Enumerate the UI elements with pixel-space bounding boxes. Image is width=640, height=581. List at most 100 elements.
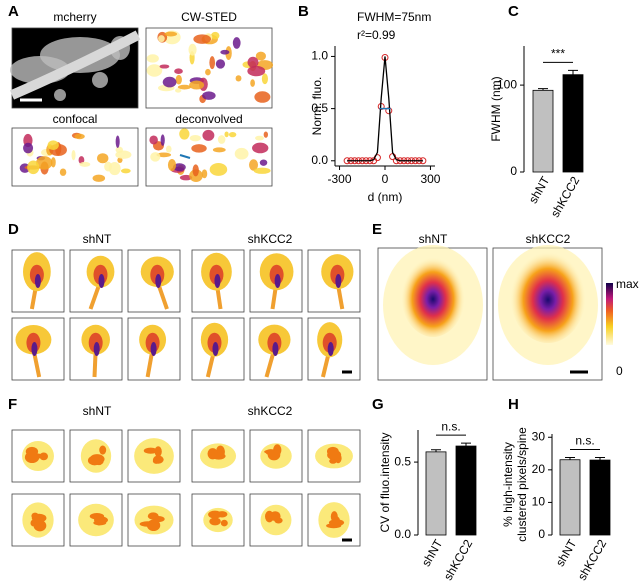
image-core xyxy=(214,274,221,288)
y-tick-label: 10 xyxy=(532,495,546,509)
image-cluster xyxy=(139,521,156,527)
image-blob xyxy=(165,145,172,153)
image-blob xyxy=(261,73,268,85)
image-cluster xyxy=(154,446,162,457)
image-blob xyxy=(202,91,216,100)
image-blob xyxy=(191,144,207,153)
colorbar-label: max xyxy=(616,277,639,291)
y-axis-label: CV of fluo.intensity xyxy=(378,432,392,532)
error-bar xyxy=(538,88,548,91)
image-blob xyxy=(175,74,182,85)
image-blob xyxy=(209,162,228,176)
y-tick-label: 0.5 xyxy=(311,101,328,115)
image-blob xyxy=(177,84,192,90)
image-cluster xyxy=(216,445,225,455)
image-cluster xyxy=(25,446,39,457)
image-blob xyxy=(189,80,205,90)
image-label: mcherry xyxy=(53,10,96,24)
image-blob xyxy=(167,159,177,171)
image-blob xyxy=(27,160,40,175)
image-blob xyxy=(36,156,53,170)
x-tick-label: 300 xyxy=(420,172,440,186)
significance-label: n.s. xyxy=(441,419,460,433)
image-blob xyxy=(160,134,165,146)
image-blob xyxy=(74,133,85,140)
image-blob xyxy=(108,161,121,176)
image-blob xyxy=(247,56,259,68)
image-core xyxy=(272,342,279,356)
image-average xyxy=(401,253,465,337)
data-point xyxy=(385,107,393,115)
error-bar xyxy=(595,456,605,461)
image-cluster xyxy=(264,449,280,455)
image-blob xyxy=(146,64,163,77)
image-cluster xyxy=(39,452,48,461)
image-blob xyxy=(210,31,220,40)
image-core xyxy=(93,342,100,356)
image-label: deconvolved xyxy=(175,112,242,126)
image-blob xyxy=(205,68,211,76)
y-tick-label: 1.0 xyxy=(311,49,328,63)
y-axis-label: clustered pixels/spine xyxy=(515,427,529,542)
image-blob xyxy=(175,88,182,93)
image-blob xyxy=(172,163,186,172)
image-blob xyxy=(263,131,269,138)
image-blob xyxy=(253,167,271,174)
panel-letter: B xyxy=(298,3,309,20)
significance-label: n.s. xyxy=(575,434,594,448)
image-cluster xyxy=(220,519,228,527)
image-blob xyxy=(192,164,199,177)
y-tick-label: 0.0 xyxy=(394,527,411,541)
image-average xyxy=(510,247,586,343)
x-tick-label: shKCC2 xyxy=(575,537,610,581)
image-blob xyxy=(254,91,271,103)
image-blob xyxy=(228,132,237,138)
image-blob xyxy=(59,168,67,176)
group-label: shKCC2 xyxy=(248,404,293,418)
image-blob xyxy=(164,31,178,37)
x-tick-label: -300 xyxy=(328,172,352,186)
image-blob xyxy=(97,153,109,164)
panel-letter: H xyxy=(508,396,519,413)
bar xyxy=(589,459,611,536)
significance-label: *** xyxy=(551,47,565,61)
colorbar-label: 0 xyxy=(616,364,623,378)
image-blob xyxy=(179,128,190,140)
image-blob xyxy=(162,76,177,88)
panel-letter: E xyxy=(372,221,382,238)
image-blob xyxy=(54,89,66,101)
y-tick-label: 0 xyxy=(538,527,545,541)
image-blob xyxy=(224,131,229,138)
image-blob xyxy=(71,149,76,161)
image-cluster xyxy=(95,515,103,526)
image-blob xyxy=(250,79,255,87)
bar xyxy=(455,445,477,536)
image-blob xyxy=(40,37,120,73)
image-blob xyxy=(252,142,269,154)
profile-line xyxy=(179,154,191,159)
y-tick-label: 0.5 xyxy=(394,454,411,468)
image-cluster xyxy=(87,455,102,466)
image-core xyxy=(327,342,334,356)
image-blob xyxy=(209,56,216,70)
group-label: shKCC2 xyxy=(526,232,571,246)
error-bar xyxy=(565,456,575,460)
panel-letter: D xyxy=(8,221,19,238)
panel-letter: F xyxy=(8,396,17,413)
error-bar xyxy=(461,442,471,447)
image-blob xyxy=(188,43,197,56)
y-tick-label: 100 xyxy=(497,77,517,91)
bar xyxy=(425,451,447,536)
image-blob xyxy=(259,159,268,166)
annotation: FWHM=75nm xyxy=(357,10,431,24)
x-tick-label: 0 xyxy=(382,172,389,186)
image-blob xyxy=(92,174,106,182)
image-blob xyxy=(247,65,266,77)
x-tick-label: shNT xyxy=(553,537,580,569)
image-core xyxy=(335,274,342,288)
image-cluster xyxy=(147,512,159,520)
y-tick-label: 0.0 xyxy=(311,153,328,167)
image-blob xyxy=(158,35,165,43)
image-blob xyxy=(193,34,211,44)
image-core xyxy=(274,274,281,288)
